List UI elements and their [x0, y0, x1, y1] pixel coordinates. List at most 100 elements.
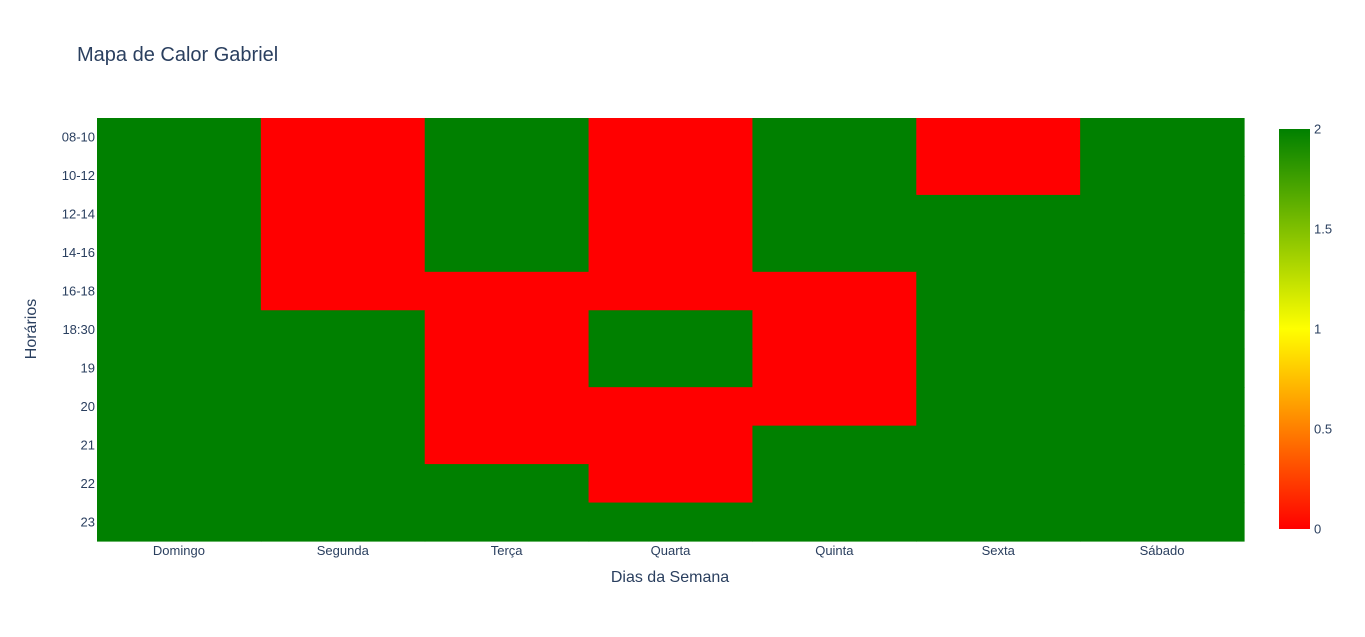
y-tick-label: 14-16: [62, 245, 95, 260]
heatmap-cell: [424, 387, 590, 427]
heatmap-cell: [260, 271, 426, 311]
heatmap-cell: [588, 271, 754, 311]
heatmap-cells: [97, 118, 1245, 542]
x-tick-label: Domingo: [153, 543, 205, 558]
heatmap-cell: [1080, 425, 1245, 465]
heatmap-cell: [588, 464, 754, 504]
heatmap-cell: [916, 194, 1081, 234]
heatmap-cell: [1080, 310, 1245, 350]
heatmap-cell: [588, 348, 754, 388]
heatmap-cell: [752, 387, 917, 427]
colorbar-tick-label: 1: [1314, 322, 1321, 337]
heatmap-cell: [916, 271, 1081, 311]
heatmap-cell: [752, 502, 917, 542]
x-tick-label: Terça: [491, 543, 524, 558]
heatmap-cell: [1080, 502, 1245, 542]
heatmap-cell: [424, 233, 590, 273]
heatmap-cell: [260, 348, 426, 388]
heatmap-cell: [916, 425, 1081, 465]
heatmap-cell: [1080, 464, 1245, 504]
y-tick-label: 20: [81, 399, 95, 414]
heatmap-cell: [97, 425, 262, 465]
colorbar-tick-label: 0: [1314, 522, 1321, 537]
heatmap-cell: [588, 156, 754, 196]
heatmap-cell: [424, 194, 590, 234]
y-tick-label: 10-12: [62, 168, 95, 183]
heatmap-cell: [752, 348, 917, 388]
heatmap-cell: [97, 271, 262, 311]
heatmap-cell: [97, 348, 262, 388]
heatmap-cell: [752, 118, 917, 158]
heatmap-cell: [260, 156, 426, 196]
heatmap-cell: [752, 425, 917, 465]
x-tick-label: Quarta: [651, 543, 692, 558]
heatmap-cell: [752, 233, 917, 273]
colorbar-tick-label: 1.5: [1314, 222, 1332, 237]
x-tick-label: Segunda: [317, 543, 370, 558]
colorbar-tick-label: 2: [1314, 122, 1321, 137]
heatmap-cell: [588, 502, 754, 542]
chart-title: Mapa de Calor Gabriel: [77, 44, 279, 66]
heatmap-cell: [916, 156, 1081, 196]
heatmap-cell: [752, 464, 917, 504]
heatmap-cell: [588, 387, 754, 427]
heatmap-cell: [1080, 118, 1245, 158]
y-tick-label: 22: [81, 476, 95, 491]
heatmap-cell: [260, 310, 426, 350]
heatmap-cell: [97, 464, 262, 504]
y-axis-ticks: 08-10 10-12 12-14 14-16 16-18 18:30 19 20 21 22 23: [62, 130, 95, 530]
heatmap-cell: [424, 271, 590, 311]
y-tick-label: 12-14: [62, 207, 95, 222]
x-axis-ticks: Domingo Segunda Terça Quarta Quinta Sexta Sába…: [153, 543, 1185, 558]
heatmap-cell: [260, 233, 426, 273]
heatmap-cell: [916, 348, 1081, 388]
heatmap-cell: [260, 118, 426, 158]
colorbar: [1279, 129, 1310, 529]
heatmap-cell: [260, 425, 426, 465]
heatmap-cell: [260, 194, 426, 234]
heatmap-cell: [97, 194, 262, 234]
heatmap-cell: [424, 425, 590, 465]
heatmap-cell: [424, 156, 590, 196]
heatmap-cell: [260, 387, 426, 427]
x-axis-title: Dias da Semana: [610, 569, 730, 586]
x-tick-label: Sábado: [1140, 543, 1185, 558]
heatmap-cell: [97, 387, 262, 427]
heatmap-cell: [752, 156, 917, 196]
heatmap-cell: [97, 118, 262, 158]
y-tick-label: 21: [81, 437, 95, 452]
y-tick-label: 18:30: [62, 322, 95, 337]
heatmap-cell: [752, 310, 917, 350]
heatmap-cell: [1080, 194, 1245, 234]
heatmap-cell: [588, 194, 754, 234]
heatmap-cell: [916, 502, 1081, 542]
heatmap-cell: [588, 233, 754, 273]
colorbar-tick-label: 0.5: [1314, 422, 1332, 437]
heatmap-cell: [752, 271, 917, 311]
y-tick-label: 19: [81, 360, 95, 375]
heatmap-cell: [588, 118, 754, 158]
heatmap-cell: [588, 310, 754, 350]
heatmap-cell: [916, 464, 1081, 504]
heatmap-cell: [424, 502, 590, 542]
y-tick-label: 16-18: [62, 284, 95, 299]
heatmap-cell: [916, 118, 1081, 158]
heatmap-cell: [1080, 233, 1245, 273]
heatmap-cell: [260, 464, 426, 504]
heatmap-cell: [916, 310, 1081, 350]
heatmap-cell: [424, 348, 590, 388]
y-tick-label: 23: [81, 514, 95, 529]
heatmap-cell: [1080, 271, 1245, 311]
x-tick-label: Sexta: [982, 543, 1016, 558]
heatmap-cell: [752, 194, 917, 234]
colorbar-ticks: 0 0.5 1 1.5 2: [1314, 122, 1332, 537]
heatmap-cell: [1080, 348, 1245, 388]
y-tick-label: 08-10: [62, 130, 95, 145]
heatmap-cell: [260, 502, 426, 542]
heatmap-cell: [97, 156, 262, 196]
heatmap-cell: [424, 464, 590, 504]
heatmap-cell: [97, 233, 262, 273]
heatmap-cell: [1080, 156, 1245, 196]
